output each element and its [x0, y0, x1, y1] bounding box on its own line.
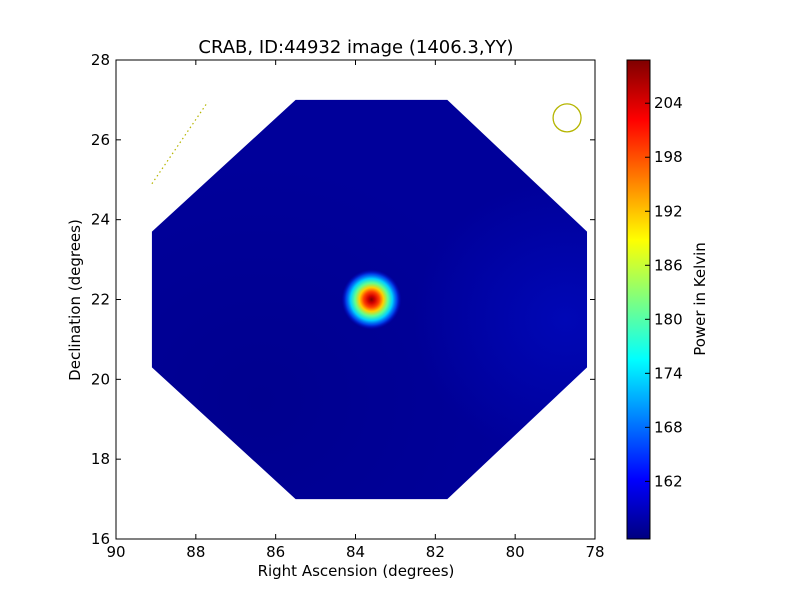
colorbar-tick-label: 162	[654, 472, 683, 490]
colorbar-tick-label: 174	[654, 364, 683, 382]
colorbar-tick-label: 168	[654, 418, 683, 436]
colorbar-tick-label: 180	[654, 310, 683, 328]
y-axis-label: Declination (degrees)	[66, 219, 84, 381]
y-tick-label: 20	[91, 370, 110, 388]
y-tick-label: 28	[91, 51, 110, 69]
colorbar-tick-label: 186	[654, 256, 683, 274]
x-tick-label: 90	[106, 543, 125, 561]
radio-source	[341, 269, 402, 330]
y-tick-label: 22	[91, 291, 110, 309]
colorbar-tick-label: 198	[654, 148, 683, 166]
colorbar-tick-label: 204	[654, 94, 683, 112]
colorbar-label: Power in Kelvin	[691, 242, 709, 356]
dotted-line	[151, 101, 209, 185]
plot-area	[151, 99, 588, 500]
colorbar-tick-label: 192	[654, 202, 683, 220]
x-tick-label: 84	[346, 543, 365, 561]
x-axis-label: Right Ascension (degrees)	[258, 562, 455, 580]
x-axis: 90 88 86 84 82 80 78	[106, 60, 605, 561]
x-tick-label: 82	[426, 543, 445, 561]
y-tick-label: 16	[91, 530, 110, 548]
y-axis: 16 18 20 22 24 26 28	[91, 51, 595, 548]
beam-marker	[552, 103, 582, 133]
x-tick-label: 80	[506, 543, 525, 561]
chart-title: CRAB, ID:44932 image (1406.3,YY)	[198, 37, 513, 58]
colorbar	[626, 59, 651, 540]
x-tick-label: 88	[186, 543, 205, 561]
x-tick-label: 78	[585, 543, 604, 561]
x-tick-label: 86	[266, 543, 285, 561]
y-tick-label: 26	[91, 131, 110, 149]
y-tick-label: 18	[91, 450, 110, 468]
colorbar-axis: 162 168 174 180 186 192 198 204	[645, 94, 683, 490]
y-tick-label: 24	[91, 211, 110, 229]
